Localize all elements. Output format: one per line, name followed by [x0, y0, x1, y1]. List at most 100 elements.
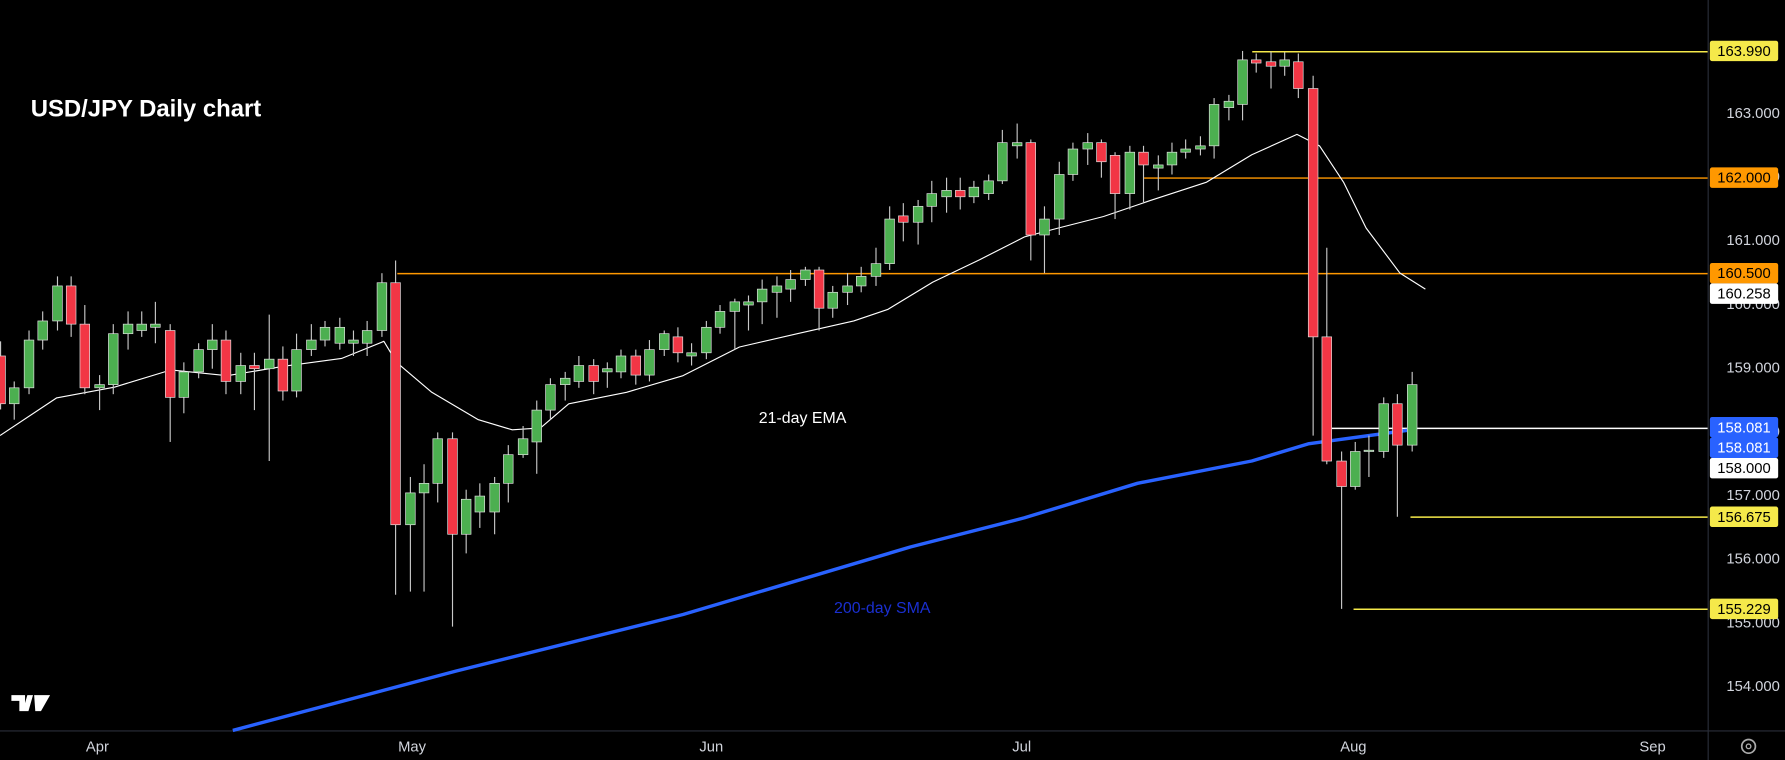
candle-body [1195, 145, 1206, 150]
candle-body [1307, 88, 1319, 338]
candle-body [800, 269, 811, 280]
candle-body [686, 352, 697, 357]
candle-body [1265, 61, 1277, 67]
candle-body [1363, 449, 1375, 452]
y-tick-label: 157.000 [1726, 488, 1779, 504]
candle-body [983, 180, 994, 194]
candle-body [264, 358, 275, 370]
candle-body [1067, 148, 1079, 175]
candle-body [1124, 151, 1136, 194]
candle-body [743, 301, 754, 306]
candle-body [573, 365, 585, 382]
candle-body [1251, 59, 1262, 64]
candle-body [65, 285, 77, 325]
candle-body [1392, 403, 1403, 446]
price-label-bg [1709, 437, 1779, 458]
candle-body [545, 384, 556, 411]
candle-body [997, 142, 1008, 182]
plot: 154.000 155.000 156.000 157.000 158.000 159.0… [0, 40, 1780, 755]
candle-body [968, 186, 980, 198]
candle-body [1237, 59, 1248, 105]
candle-body [136, 323, 147, 331]
price-label-bg [1709, 167, 1779, 188]
candle-body [0, 355, 6, 405]
candle-body [560, 377, 571, 385]
candle-body [1096, 142, 1107, 163]
candle-body [870, 263, 882, 277]
x-tick-label: May [398, 739, 427, 755]
settings-icon[interactable] [1740, 738, 1757, 755]
price-label-bg [1709, 598, 1779, 620]
candle-body [489, 482, 500, 513]
candle-body [503, 454, 514, 484]
y-tick-label: 161.000 [1726, 233, 1779, 249]
candle-body [1321, 336, 1332, 462]
candle-body [1109, 155, 1121, 194]
y-tick-label: 163.000 [1726, 106, 1779, 122]
candle-body [418, 482, 430, 494]
candle-body [178, 371, 190, 398]
y-tick-label: 155.000 [1726, 615, 1779, 631]
candle-body [771, 285, 783, 293]
settings-button[interactable] [1740, 738, 1757, 755]
candle-body [291, 349, 302, 392]
price-label-bg [1709, 506, 1779, 528]
candle-body [474, 495, 486, 513]
y-tick-label: 154.000 [1726, 679, 1779, 695]
candle-body [1208, 104, 1220, 147]
candle-body [235, 365, 246, 382]
candle-body [390, 282, 401, 526]
candle-body [207, 339, 218, 350]
candle-body [1138, 151, 1149, 166]
candle-body [756, 288, 768, 303]
candle-body [729, 301, 741, 312]
candle-body [714, 311, 726, 328]
indicator-line [232, 428, 1412, 733]
candle-body [1223, 100, 1235, 108]
candle-body [531, 409, 542, 443]
candle-body [306, 339, 317, 350]
candle-body [813, 269, 825, 309]
candle-body [644, 349, 655, 376]
price-label: 163.990 [1717, 44, 1770, 60]
candle-body [1350, 451, 1361, 487]
candle-body [376, 282, 388, 331]
logo-mark [11, 695, 51, 712]
candle-body [630, 355, 641, 376]
candle-body [432, 438, 443, 484]
candle-body [588, 365, 599, 382]
price-label: 158.000 [1717, 461, 1770, 477]
candle-body [361, 330, 373, 344]
price-label-bg [1709, 283, 1779, 304]
candle-body [79, 323, 90, 389]
candle-body [955, 190, 966, 198]
candle-body [615, 355, 627, 373]
candle-body [460, 498, 472, 535]
settings-icon-center[interactable] [1745, 743, 1752, 750]
logo [11, 695, 51, 712]
price-label-bg [1709, 262, 1779, 284]
price-label-bg [1709, 40, 1779, 62]
price-label-bg [1709, 457, 1779, 479]
candle-body [334, 326, 345, 344]
candle-body [220, 339, 232, 382]
chart-title: USD/JPY Daily chart [31, 96, 262, 123]
candle-body [1293, 61, 1304, 89]
candle-body [941, 190, 952, 198]
candle-body [1279, 59, 1290, 67]
candle-body [1011, 142, 1023, 147]
indicator-lines [0, 133, 1426, 733]
candle-body [842, 285, 853, 293]
price-label-bg [1709, 416, 1779, 438]
y-tick-label: 156.000 [1726, 552, 1779, 568]
candle-body [1336, 460, 1347, 487]
candle-body [165, 330, 176, 398]
price-label: 158.081 [1717, 420, 1770, 436]
price-label: 158.081 [1717, 441, 1770, 457]
candle-body [405, 492, 416, 526]
price-label: 156.675 [1717, 510, 1770, 526]
candle-body [249, 365, 260, 370]
